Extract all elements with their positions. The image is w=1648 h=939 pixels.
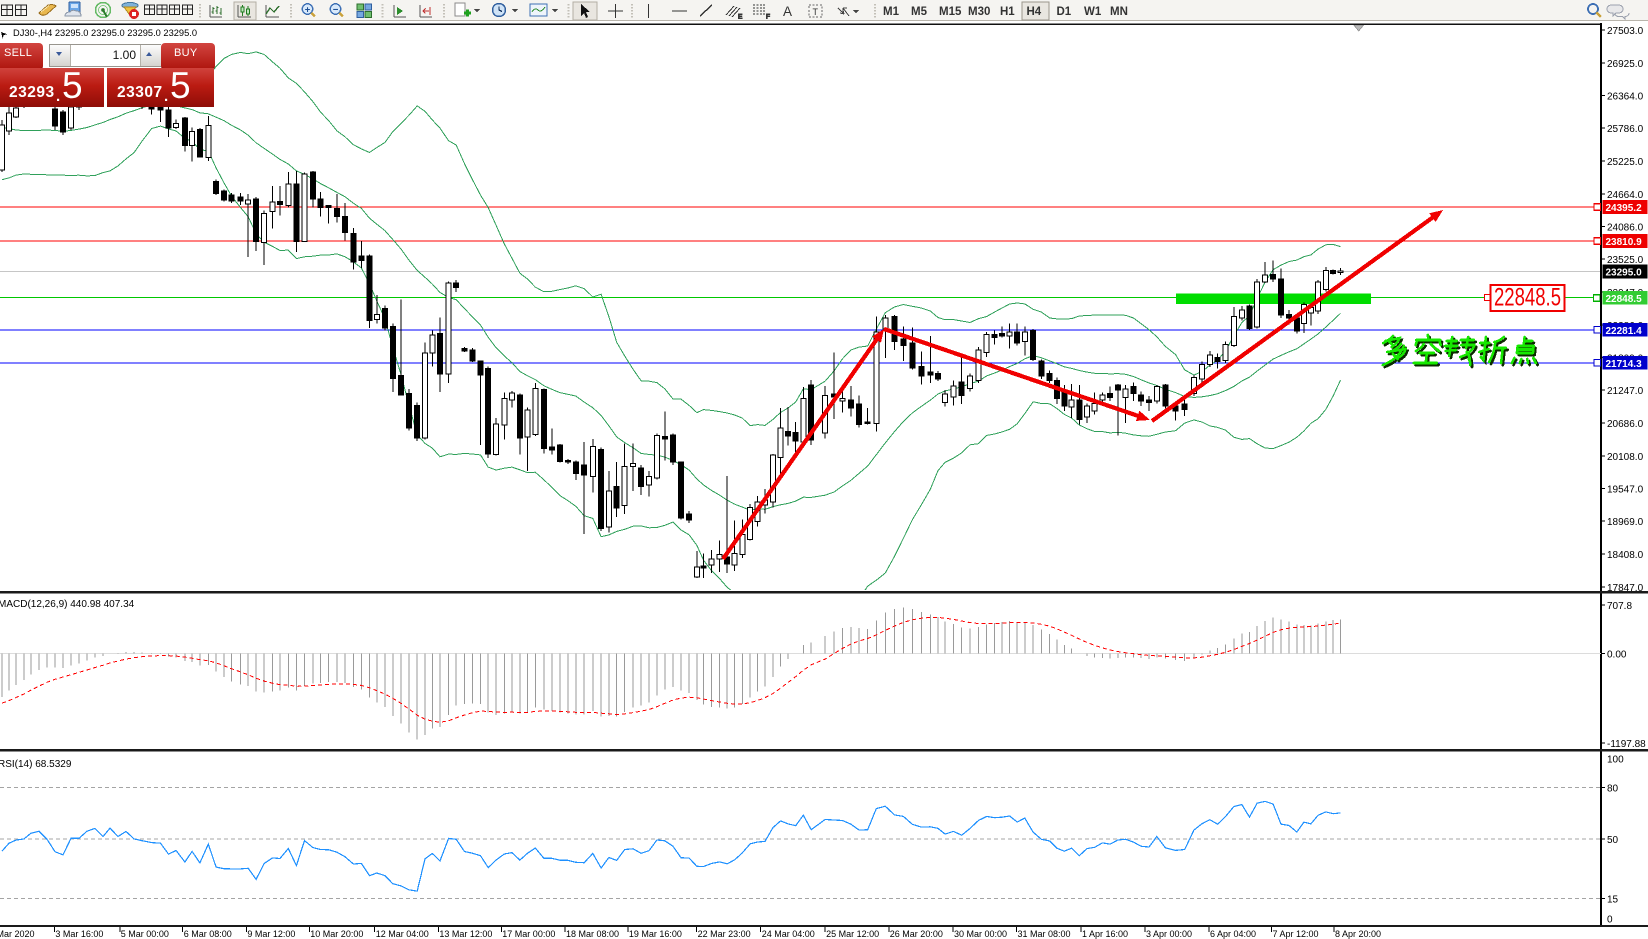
svg-text:22848.5: 22848.5 [1606, 294, 1643, 305]
svg-text:M1: M1 [883, 6, 900, 18]
svg-text:24 Mar 04:00: 24 Mar 04:00 [762, 929, 815, 939]
svg-text:26364.0: 26364.0 [1607, 92, 1644, 103]
svg-text:24086.0: 24086.0 [1607, 223, 1644, 234]
svg-text:100: 100 [1607, 755, 1624, 766]
svg-text:F: F [766, 14, 770, 21]
svg-text:W1: W1 [1084, 6, 1102, 18]
svg-text:6 Apr 04:00: 6 Apr 04:00 [1210, 929, 1256, 939]
svg-text:30 Mar 00:00: 30 Mar 00:00 [954, 929, 1007, 939]
svg-text:7 Apr 12:00: 7 Apr 12:00 [1273, 929, 1319, 939]
svg-text:18969.0: 18969.0 [1607, 517, 1644, 528]
svg-text:18408.0: 18408.0 [1607, 550, 1644, 561]
svg-text:21714.3: 21714.3 [1606, 359, 1643, 370]
svg-text:−: − [333, 4, 339, 15]
svg-text:23810.9: 23810.9 [1606, 237, 1643, 248]
svg-text:D1: D1 [1057, 6, 1072, 18]
svg-text:22848.5: 22848.5 [1494, 284, 1561, 312]
svg-text:50: 50 [1607, 835, 1619, 846]
svg-text:20686.0: 20686.0 [1607, 419, 1644, 430]
svg-text:6 Mar 08:00: 6 Mar 08:00 [184, 929, 232, 939]
svg-text:-1197.88: -1197.88 [1607, 739, 1646, 750]
svg-text:E: E [738, 14, 743, 21]
svg-text:3 Mar 16:00: 3 Mar 16:00 [55, 929, 103, 939]
svg-text:12 Mar 04:00: 12 Mar 04:00 [376, 929, 429, 939]
svg-text:3 Apr 00:00: 3 Apr 00:00 [1146, 929, 1192, 939]
svg-text:24664.0: 24664.0 [1607, 190, 1644, 201]
svg-text:10 Mar 20:00: 10 Mar 20:00 [310, 929, 363, 939]
svg-text:RSI(14) 68.5329: RSI(14) 68.5329 [0, 759, 72, 770]
svg-text:A: A [783, 4, 792, 19]
svg-text:8 Apr 20:00: 8 Apr 20:00 [1335, 929, 1381, 939]
svg-text:19547.0: 19547.0 [1607, 485, 1644, 496]
svg-text:23295.0: 23295.0 [1606, 268, 1643, 279]
svg-text:MACD(12,26,9) 440.98 407.34: MACD(12,26,9) 440.98 407.34 [0, 599, 135, 610]
svg-text:707.8: 707.8 [1607, 601, 1632, 612]
svg-text:22 Mar 23:00: 22 Mar 23:00 [698, 929, 751, 939]
svg-text:9 Mar 12:00: 9 Mar 12:00 [247, 929, 295, 939]
svg-text:15: 15 [1607, 895, 1619, 906]
svg-text:H1: H1 [1000, 6, 1015, 18]
svg-text:27503.0: 27503.0 [1607, 26, 1644, 37]
svg-text:24395.2: 24395.2 [1606, 203, 1643, 214]
svg-text:25225.0: 25225.0 [1607, 157, 1644, 168]
svg-text:20108.0: 20108.0 [1607, 452, 1644, 463]
svg-text:0.00: 0.00 [1607, 650, 1627, 661]
svg-text:2 Mar 2020: 2 Mar 2020 [0, 929, 35, 939]
svg-text:22281.4: 22281.4 [1606, 326, 1643, 337]
svg-text:DJ30-,H4 23295.0 23295.0 2329: DJ30-,H4 23295.0 23295.0 23295.0 23295.0 [13, 28, 197, 38]
svg-text:M15: M15 [939, 6, 962, 18]
svg-text:21247.0: 21247.0 [1607, 386, 1644, 397]
svg-text:MN: MN [1110, 6, 1128, 18]
svg-text:26925.0: 26925.0 [1607, 59, 1644, 70]
svg-text:5 Mar 00:00: 5 Mar 00:00 [121, 929, 169, 939]
svg-text:17 Mar 00:00: 17 Mar 00:00 [502, 929, 555, 939]
svg-text:T: T [813, 7, 819, 17]
svg-text:+: + [305, 4, 311, 15]
svg-text:31 Mar 08:00: 31 Mar 08:00 [1018, 929, 1071, 939]
svg-text:25 Mar 12:00: 25 Mar 12:00 [826, 929, 879, 939]
svg-text:0: 0 [1607, 915, 1613, 926]
svg-text:H4: H4 [1027, 6, 1042, 18]
svg-text:18 Mar 08:00: 18 Mar 08:00 [566, 929, 619, 939]
svg-text:13 Mar 12:00: 13 Mar 12:00 [439, 929, 492, 939]
svg-text:1 Apr 16:00: 1 Apr 16:00 [1082, 929, 1128, 939]
svg-text:80: 80 [1607, 784, 1619, 795]
svg-text:26 Mar 20:00: 26 Mar 20:00 [890, 929, 943, 939]
svg-text:23525.0: 23525.0 [1607, 255, 1644, 266]
svg-text:19 Mar 16:00: 19 Mar 16:00 [629, 929, 682, 939]
svg-text:25786.0: 25786.0 [1607, 124, 1644, 135]
svg-text:17847.0: 17847.0 [1607, 583, 1644, 594]
svg-text:M5: M5 [911, 6, 928, 18]
svg-text:M30: M30 [968, 6, 990, 18]
